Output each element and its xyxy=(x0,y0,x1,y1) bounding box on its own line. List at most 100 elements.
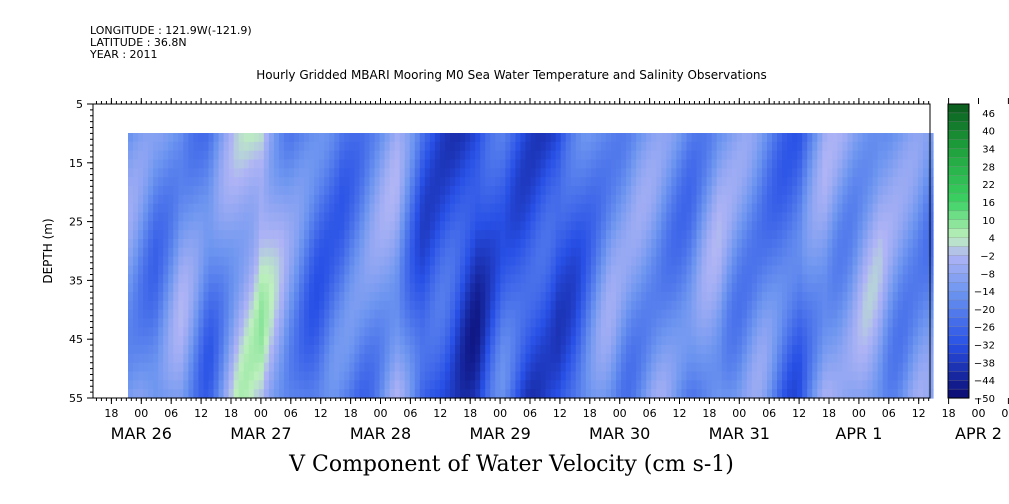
heatmap-cell xyxy=(761,265,768,275)
heatmap-cell xyxy=(253,309,260,320)
heatmap-cell xyxy=(671,221,678,231)
heatmap-cell xyxy=(263,292,270,302)
heatmap-cell xyxy=(424,230,431,240)
heatmap-cell xyxy=(646,212,652,222)
heatmap-cell xyxy=(812,141,818,152)
heatmap-cell xyxy=(188,371,195,381)
heatmap-cell xyxy=(278,309,285,320)
heatmap-cell xyxy=(384,309,391,320)
heatmap-cell xyxy=(847,141,854,152)
heatmap-cell xyxy=(545,389,552,399)
heatmap-cell xyxy=(218,256,225,267)
heatmap-cell xyxy=(580,177,587,187)
heatmap-cell xyxy=(278,212,285,222)
heatmap-cell xyxy=(369,345,376,355)
heatmap-cell xyxy=(842,203,849,214)
heatmap-cell xyxy=(444,336,451,346)
heatmap-cell xyxy=(394,239,401,249)
heatmap-cell xyxy=(912,212,919,222)
heatmap-cell xyxy=(299,221,305,231)
heatmap-cell xyxy=(701,389,708,399)
heatmap-cell xyxy=(565,345,572,355)
heatmap-cell xyxy=(193,389,200,399)
heatmap-cell xyxy=(600,353,607,364)
heatmap-cell xyxy=(324,309,330,320)
heatmap-cell xyxy=(505,168,511,178)
heatmap-cell xyxy=(565,247,572,258)
heatmap-cell xyxy=(414,345,421,355)
heatmap-cell xyxy=(540,318,547,328)
heatmap-cell xyxy=(148,380,154,390)
heatmap-cell xyxy=(228,221,235,231)
heatmap-cell xyxy=(560,203,567,214)
heatmap-cell xyxy=(661,212,667,222)
heatmap-cell xyxy=(419,292,426,302)
heatmap-cell xyxy=(761,247,768,258)
heatmap-cell xyxy=(178,141,184,152)
heatmap-cell xyxy=(585,221,592,231)
heatmap-cell xyxy=(163,194,169,205)
heatmap-cell xyxy=(646,327,652,337)
heatmap-cell xyxy=(580,353,587,364)
heatmap-cell xyxy=(475,203,481,214)
heatmap-cell xyxy=(585,353,592,364)
heatmap-cell xyxy=(817,159,823,169)
heatmap-cell xyxy=(676,265,683,275)
heatmap-cell xyxy=(304,239,310,249)
heatmap-cell xyxy=(444,133,451,143)
heatmap-cell xyxy=(560,353,567,364)
heatmap-cell xyxy=(631,239,637,249)
heatmap-cell xyxy=(600,239,607,249)
heatmap-cell xyxy=(636,159,642,169)
heatmap-cell xyxy=(419,362,426,373)
heatmap-cell xyxy=(208,283,215,293)
heatmap-cell xyxy=(349,389,356,399)
heatmap-cell xyxy=(882,274,889,284)
heatmap-cell xyxy=(334,336,340,346)
heatmap-cell xyxy=(253,212,260,222)
heatmap-cell xyxy=(399,230,406,240)
heatmap-cell xyxy=(862,212,869,222)
heatmap-cell xyxy=(530,300,537,311)
heatmap-cell xyxy=(273,265,280,275)
heatmap-cell xyxy=(626,300,632,311)
heatmap-cell xyxy=(283,300,290,311)
heatmap-cell xyxy=(490,194,496,205)
heatmap-cell xyxy=(716,159,723,169)
heatmap-cell xyxy=(686,318,693,328)
heatmap-cell xyxy=(882,309,889,320)
heatmap-cell xyxy=(258,336,265,346)
heatmap-cell xyxy=(213,345,220,355)
heatmap-cell xyxy=(852,256,859,267)
heatmap-cell xyxy=(228,150,235,161)
heatmap-cell xyxy=(299,362,305,373)
heatmap-cell xyxy=(782,389,788,399)
heatmap-cell xyxy=(188,159,195,169)
heatmap-cell xyxy=(218,194,225,205)
heatmap-cell xyxy=(515,292,522,302)
heatmap-cell xyxy=(540,177,547,187)
heatmap-cell xyxy=(505,221,511,231)
heatmap-cell xyxy=(636,230,642,240)
heatmap-cell xyxy=(927,389,934,399)
heatmap-cell xyxy=(364,274,371,284)
heatmap-cell xyxy=(510,283,517,293)
heatmap-cell xyxy=(258,283,265,293)
heatmap-cell xyxy=(404,159,411,169)
heatmap-cell xyxy=(691,300,698,311)
heatmap-cell xyxy=(304,309,310,320)
heatmap-cell xyxy=(686,239,693,249)
heatmap-cell xyxy=(188,292,195,302)
heatmap-cell xyxy=(198,168,205,178)
heatmap-cell xyxy=(595,159,602,169)
heatmap-cell xyxy=(374,300,381,311)
heatmap-cell xyxy=(183,380,189,390)
heatmap-cell xyxy=(585,371,592,381)
heatmap-cell xyxy=(455,212,461,222)
heatmap-cell xyxy=(605,389,612,399)
heatmap-cell xyxy=(148,221,154,231)
heatmap-cell xyxy=(661,283,667,293)
heatmap-cell xyxy=(827,380,833,390)
heatmap-cell xyxy=(424,283,431,293)
heatmap-cell xyxy=(626,327,632,337)
